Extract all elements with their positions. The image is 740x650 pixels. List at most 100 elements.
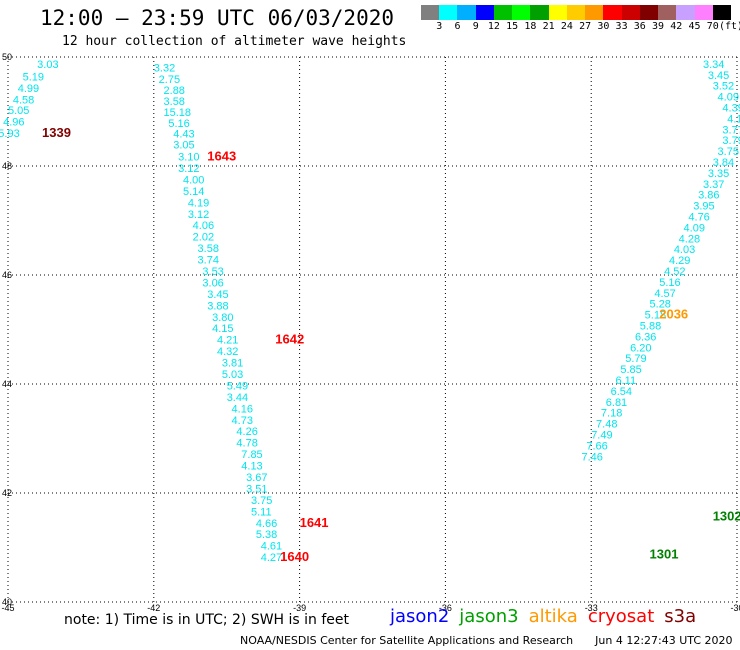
wave-height-value: 3.67 — [246, 472, 267, 484]
wave-height-value: 3.81 — [222, 358, 243, 370]
wave-height-value: 4.26 — [236, 426, 257, 438]
scale-label: 18 — [524, 21, 537, 32]
scale-label: 21 — [542, 21, 555, 32]
wave-height-value: 4.52 — [664, 266, 685, 278]
scale-label: 70 — [706, 21, 719, 32]
y-tick-label: 40 — [2, 597, 12, 607]
wave-height-value: 4.09 — [718, 92, 739, 104]
x-tick-label: -36 — [439, 603, 452, 613]
wave-height-value: 7.46 — [581, 451, 602, 463]
y-tick-label: 50 — [2, 52, 12, 62]
pass-time-label: 1640 — [280, 549, 309, 564]
wave-height-value: 3.88 — [207, 300, 228, 312]
y-tick-label: 44 — [2, 379, 12, 389]
wave-height-value: 3.10 — [178, 152, 199, 164]
wave-height-value: 3.58 — [164, 96, 185, 108]
satellite-legend: jason2 jason3 altika cryosat s3a — [390, 606, 706, 627]
scale-label: 39 — [652, 21, 665, 32]
page-title: 12:00 — 23:59 UTC 06/03/2020 — [40, 6, 395, 30]
wave-height-value: 4.61 — [261, 541, 282, 553]
pass-time-label: 1643 — [207, 149, 236, 164]
wave-height-value: 3.12 — [188, 209, 209, 221]
wave-height-value: 3.12 — [178, 163, 199, 175]
wave-height-value: 3.53 — [202, 266, 223, 278]
wave-height-value: 4.00 — [183, 174, 204, 186]
wave-height-value: 3.95 — [693, 201, 714, 213]
wave-height-value: 4.27 — [261, 552, 282, 564]
pass-time-label: 1302 — [713, 508, 740, 523]
wave-height-value: 3.80 — [212, 312, 233, 324]
wave-height-value: 4.76 — [688, 212, 709, 224]
wave-height-value: 3.37 — [703, 179, 724, 191]
scale-swatch — [694, 5, 713, 20]
wave-height-value: 4.96 — [3, 117, 24, 129]
wave-height-value: 4.29 — [669, 255, 690, 267]
scale-label: 27 — [579, 21, 592, 32]
wave-height-value: 3.84 — [713, 157, 734, 169]
wave-height-value: 5.79 — [625, 353, 646, 365]
wave-height-value: 3.45 — [708, 70, 729, 82]
wave-height-value: 4.73 — [232, 415, 253, 427]
x-tick-label: -39 — [293, 603, 306, 613]
y-tick-label: 42 — [2, 488, 12, 498]
y-tick-label: 48 — [2, 161, 12, 171]
wave-height-value: 5.28 — [650, 299, 671, 311]
x-tick-label: -30 — [730, 603, 740, 613]
wave-height-value: 5.88 — [640, 321, 661, 333]
scale-swatch — [639, 5, 659, 20]
wave-height-value: 3.52 — [713, 81, 734, 93]
wave-height-value: 6.81 — [606, 397, 627, 409]
wave-height-value: 3.75 — [718, 146, 739, 158]
wave-height-value: 5.03 — [222, 369, 243, 381]
scale-swatch — [676, 5, 695, 20]
legend-item-altika: altika — [528, 606, 578, 627]
credit-line: NOAA/NESDIS Center for Satellite Applica… — [240, 634, 733, 647]
wave-height-points: 3.035.194.994.585.054.965.93 3.322.752.88… — [0, 59, 740, 564]
scale-label: 6 — [454, 21, 461, 32]
wave-height-value: 4.58 — [13, 94, 34, 106]
wave-height-value: 5.16 — [168, 118, 189, 130]
wave-height-value: 3.79 — [722, 135, 740, 147]
wave-height-value: 4.28 — [679, 233, 700, 245]
pass-time-label: 1339 — [42, 125, 71, 140]
wave-height-value: 7.66 — [586, 440, 607, 452]
scale-label: 12 — [487, 21, 500, 32]
wave-height-value: 5.93 — [0, 128, 20, 140]
wave-height-value: 4.15 — [212, 323, 233, 335]
legend-item-jason2: jason2 — [390, 606, 450, 627]
x-tick-label: -42 — [147, 603, 160, 613]
scale-swatch — [439, 5, 458, 20]
pass-time-label: 2036 — [659, 307, 688, 322]
wave-height-value: 4.99 — [18, 83, 39, 95]
scale-swatch — [712, 5, 731, 20]
credit-text: NOAA/NESDIS Center for Satellite Applica… — [240, 634, 574, 647]
scale-swatch — [585, 5, 604, 20]
wave-height-value: 4.39 — [722, 103, 740, 115]
x-tick-label: -33 — [585, 603, 598, 613]
wave-height-value: 2.88 — [164, 85, 185, 97]
wave-height-value: 2.02 — [193, 232, 214, 244]
wave-height-value: 3.05 — [173, 140, 194, 152]
wave-height-value: 4.19 — [188, 197, 209, 209]
wave-height-value: 4.43 — [173, 129, 194, 141]
wave-height-value: 4.78 — [236, 438, 257, 450]
scale-label: 33 — [615, 21, 628, 32]
wave-height-value: 4.66 — [256, 518, 277, 530]
wave-height-value: 5.18 — [645, 310, 666, 322]
footnote: note: 1) Time is in UTC; 2) SWH is in fe… — [64, 612, 350, 628]
legend-item-s3a: s3a — [664, 606, 697, 627]
legend-item-cryosat: cryosat — [587, 606, 655, 627]
wave-height-value: 7.48 — [596, 419, 617, 431]
scale-label: 9 — [472, 21, 479, 32]
wave-height-value: 4.06 — [193, 220, 214, 232]
scale-swatch — [530, 5, 549, 20]
color-scale-bar — [421, 5, 731, 20]
wave-height-value: 3.03 — [37, 59, 58, 71]
wave-height-value: 3.77 — [722, 124, 740, 136]
grid-lines — [7, 56, 738, 603]
wave-height-value: 5.14 — [183, 186, 204, 198]
pass-time-label: 1301 — [650, 546, 679, 561]
scale-swatch — [475, 5, 494, 20]
